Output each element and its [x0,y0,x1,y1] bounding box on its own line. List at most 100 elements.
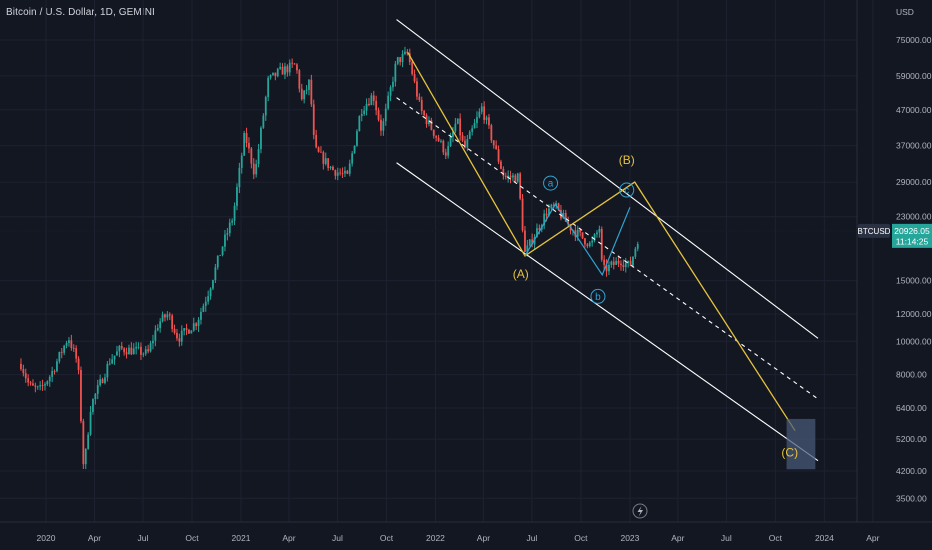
x-tick-label: 2022 [426,533,445,543]
candle-body [185,328,188,330]
candle-body [634,248,637,257]
candle-body [322,152,325,164]
x-tick-label: 2023 [620,533,639,543]
y-tick-label: 4200.00 [896,466,927,476]
y-tick-label: 12000.00 [896,309,932,319]
wave-label-circle [590,288,606,304]
candle-body [216,255,219,268]
candle-body [608,264,610,272]
candle-body [296,64,298,71]
candle-body [392,81,394,88]
y-axis: USD 75000.00 59000.00 47000.00 37000.00 2900… [856,0,932,522]
candle-body [221,246,224,255]
candle-body [320,151,322,153]
wave-label-a: a [548,179,554,190]
candle-body [68,340,70,344]
candle-body [63,345,66,353]
candle-body [212,280,214,289]
candle-body [356,131,358,146]
candle-body [370,95,373,106]
wave-major-line [407,52,796,432]
candle-body [137,346,140,348]
annotations: (A) (B) (C) a b c [513,153,798,460]
y-tick-label: 3500.00 [896,493,927,503]
candle-body [536,228,538,238]
candle-body [344,170,346,174]
candle-body [236,187,238,206]
candle-body [125,352,128,355]
candle-body [219,254,222,256]
candle-body [478,111,481,118]
candle-body [341,173,344,175]
candle-body [471,128,474,132]
candle-body [303,90,306,100]
candle-body [272,72,274,76]
candle-body [543,213,546,226]
candle-body [624,263,627,268]
candle-body [70,340,73,349]
candle-body [168,314,171,316]
y-tick-label: 29000.00 [896,177,932,187]
wave-label-circle [543,175,559,191]
candle-body [22,369,25,374]
candle-body [80,370,82,422]
candle-body [135,346,138,349]
x-tick-label: Oct [185,533,199,543]
wave-label-b: b [595,292,601,303]
candle-body [365,103,368,111]
wave-minor-line [524,203,631,277]
candle-body [288,62,291,73]
chart-title: Bitcoin / U.S. Dollar, 1D, GEMINI [6,7,155,18]
channel-line-upper [396,19,819,339]
candle-body [207,296,210,302]
candle-body [428,120,430,125]
candle-body [27,378,30,383]
candle-body [548,208,550,216]
candle-body [252,163,255,175]
grid [0,0,874,522]
candle-body [516,173,519,182]
x-tick-label: 2024 [815,533,834,543]
candle-body [490,125,493,141]
candle-body [99,379,102,386]
candle-body [32,383,34,386]
candle-body [485,117,488,120]
candle-body [65,343,68,346]
candle-body [483,106,486,120]
candle-body [389,87,392,96]
last-price-value: 20926.05 [894,226,930,236]
candle-body [104,377,106,383]
candle-body [130,347,133,355]
candle-body [291,62,294,64]
candle-body [524,230,526,252]
x-tick-label: 2020 [37,533,56,543]
x-tick-label: Jul [138,533,149,543]
candle-body [418,96,421,101]
candle-body [305,89,308,91]
candle-body [358,116,361,132]
candle-body [550,204,553,209]
candle-body [75,348,78,359]
x-tick-label: Jul [332,533,343,543]
candle-body [128,347,130,355]
candle-body [432,129,435,136]
candle-body [101,379,104,383]
wave-label-B: (B) [619,153,635,167]
candle-body [564,212,567,222]
candle-body [576,229,579,237]
candle-body [339,172,342,174]
candle-body [348,163,351,174]
candle-body [228,222,231,234]
candle-body [92,399,94,412]
candle-body [552,204,555,206]
candle-body [24,373,27,379]
candle-body [329,166,332,168]
candle-body [116,351,118,356]
candle-body [94,393,97,400]
currency-label: USD [896,7,914,17]
lightning-icon[interactable] [632,503,648,519]
y-tick-label: 59000.00 [896,71,932,81]
symbol-tag-label: BTCUSD [858,227,891,236]
candle-body [238,167,241,188]
